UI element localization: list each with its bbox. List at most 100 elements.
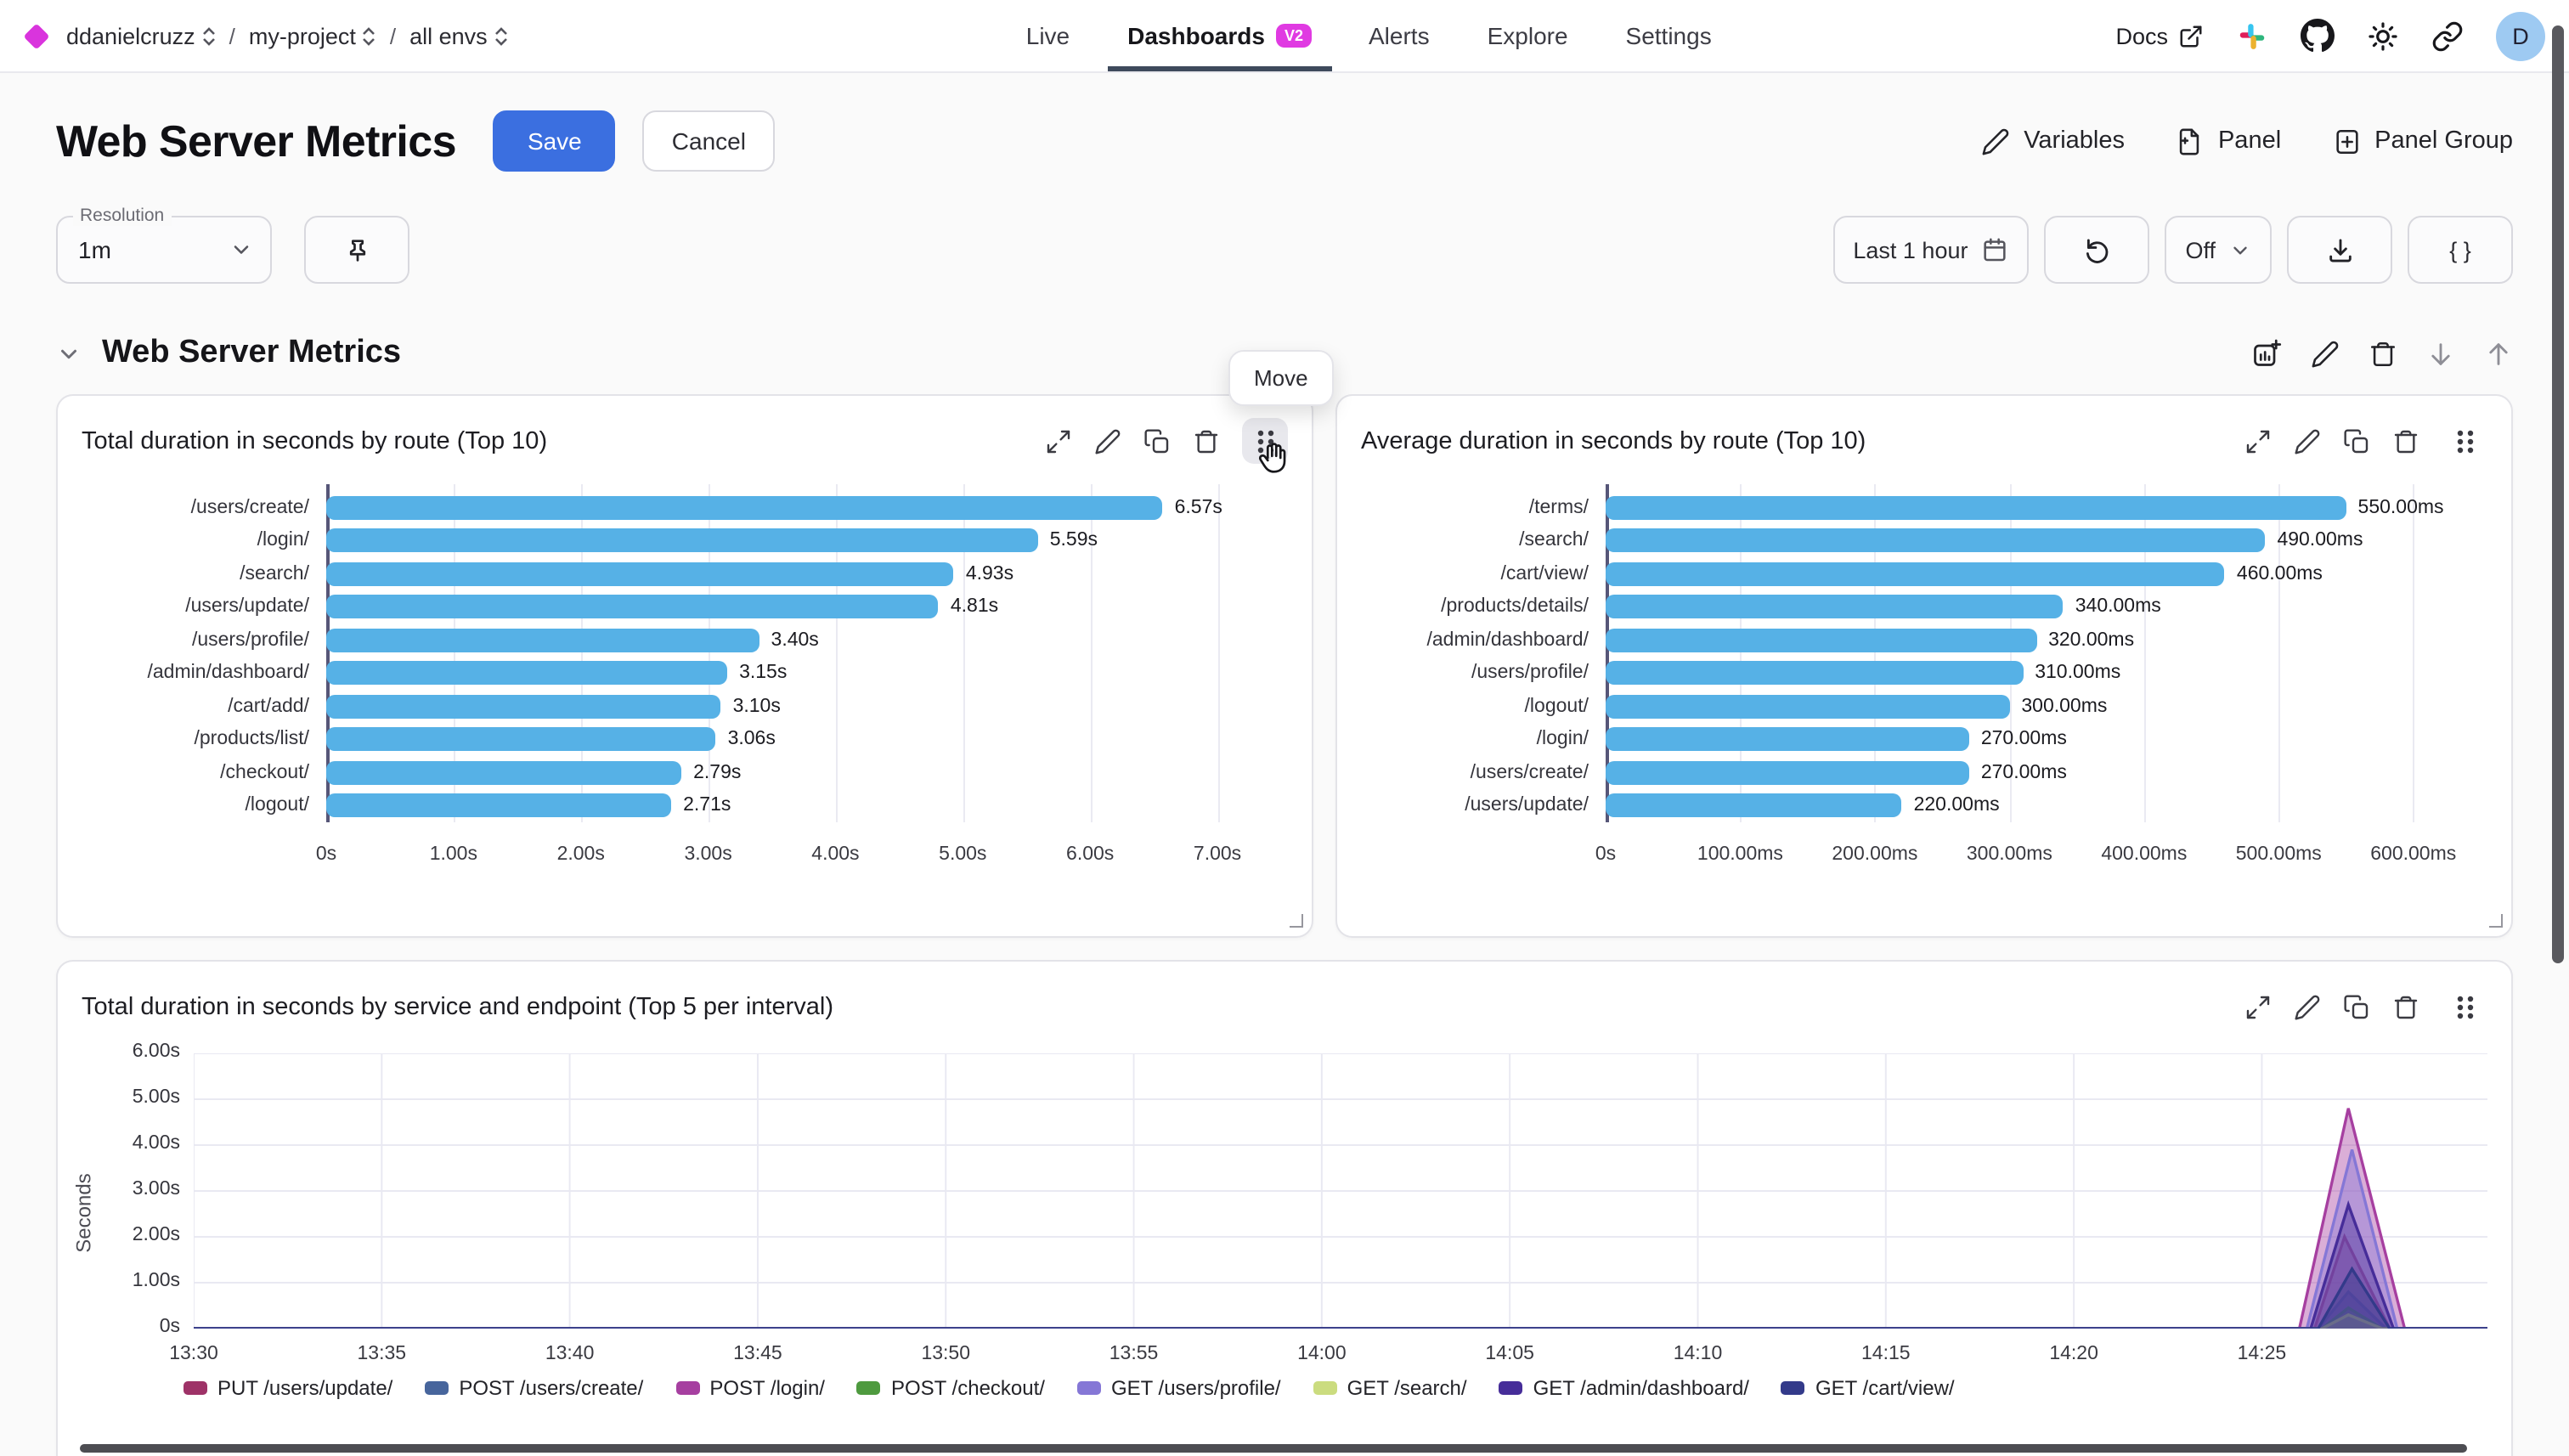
- expand-icon[interactable]: [2244, 427, 2272, 454]
- save-button[interactable]: Save: [494, 110, 616, 172]
- panel-header: Total duration in seconds by service and…: [58, 962, 2511, 1040]
- breadcrumb-env[interactable]: all envs: [409, 23, 508, 48]
- delete-icon[interactable]: [1193, 427, 1220, 454]
- x-axis: 0s100.00ms200.00ms300.00ms400.00ms500.00…: [1606, 822, 2481, 880]
- legend-item[interactable]: GET /search/: [1313, 1376, 1467, 1400]
- panel-row: Total duration in seconds by route (Top …: [0, 394, 2569, 938]
- legend-item[interactable]: POST /login/: [675, 1376, 825, 1400]
- download-button[interactable]: [2287, 216, 2392, 284]
- refresh-button[interactable]: [2044, 216, 2149, 284]
- chart-legend: PUT /users/update/POST /users/create/POS…: [184, 1376, 2511, 1400]
- delete-icon[interactable]: [2369, 339, 2397, 368]
- braces-label: { }: [2449, 237, 2471, 262]
- edit-icon[interactable]: [2294, 993, 2321, 1020]
- x-tick-label: 14:25: [2238, 1344, 2287, 1364]
- edit-icon[interactable]: [2294, 427, 2321, 454]
- breadcrumb-project-label: my-project: [249, 23, 356, 48]
- nav-label: Settings: [1626, 22, 1712, 49]
- user-avatar[interactable]: D: [2496, 11, 2545, 60]
- legend-item[interactable]: POST /users/create/: [425, 1376, 643, 1400]
- duplicate-icon[interactable]: [2343, 993, 2370, 1020]
- legend-item[interactable]: GET /cart/view/: [1781, 1376, 1955, 1400]
- legend-label: GET /admin/dashboard/: [1533, 1376, 1749, 1400]
- x-tick-label: 13:50: [921, 1344, 970, 1364]
- x-tick-label: 13:30: [169, 1344, 218, 1364]
- bar: [1606, 793, 1902, 817]
- time-controls: Last 1 hour Off { }: [1832, 216, 2513, 284]
- nav-tab-live[interactable]: Live: [1026, 0, 1070, 71]
- header-actions: Variables Panel Panel Group: [1981, 127, 2513, 155]
- move-down-icon[interactable]: [2426, 339, 2455, 368]
- file-plus-icon: [2176, 127, 2205, 155]
- drag-handle[interactable]: [2442, 418, 2487, 464]
- timeseries-chart: Seconds 0s1.00s2.00s3.00s4.00s5.00s6.00s…: [58, 1040, 2511, 1373]
- drag-handle[interactable]: [2442, 984, 2487, 1030]
- series-area: [194, 1292, 2487, 1329]
- pin-button[interactable]: [304, 216, 409, 284]
- duplicate-icon[interactable]: [1143, 427, 1171, 454]
- nav-tab-dashboards[interactable]: Dashboards V2: [1127, 0, 1311, 71]
- move-up-icon[interactable]: [2484, 339, 2513, 368]
- link-icon[interactable]: [2431, 20, 2464, 52]
- legend-swatch: [184, 1381, 207, 1395]
- add-chart-icon[interactable]: [2251, 338, 2282, 369]
- bar-track: 4.93s: [326, 557, 1281, 590]
- panel-resize-handle[interactable]: [2489, 914, 2503, 928]
- nav-tab-settings[interactable]: Settings: [1626, 0, 1712, 71]
- series-line: [194, 1315, 2487, 1329]
- expand-icon[interactable]: [1045, 427, 1072, 454]
- legend-item[interactable]: GET /users/profile/: [1077, 1376, 1281, 1400]
- edit-icon[interactable]: [2311, 339, 2340, 368]
- breadcrumb-org[interactable]: ddanielcruzz: [66, 23, 216, 48]
- controls-row: Resolution 1m Last 1 hour Off { }: [0, 216, 2569, 284]
- legend-item[interactable]: PUT /users/update/: [184, 1376, 392, 1400]
- brightness-icon[interactable]: [2367, 20, 2399, 52]
- legend-item[interactable]: GET /admin/dashboard/: [1499, 1376, 1749, 1400]
- legend-item[interactable]: POST /checkout/: [857, 1376, 1045, 1400]
- expand-icon[interactable]: [2244, 993, 2272, 1020]
- pencil-icon: [1981, 127, 2010, 155]
- chevron-down-icon[interactable]: [56, 341, 82, 366]
- bar-row: /products/details/340.00ms: [1351, 590, 2487, 624]
- delete-icon[interactable]: [2392, 427, 2419, 454]
- github-icon[interactable]: [2301, 19, 2335, 53]
- slack-icon[interactable]: [2236, 20, 2268, 52]
- docs-link[interactable]: Docs: [2115, 23, 2204, 48]
- horizontal-scrollbar[interactable]: [80, 1443, 2467, 1453]
- bar-row: /users/update/220.00ms: [1351, 789, 2487, 822]
- cancel-button[interactable]: Cancel: [643, 110, 775, 172]
- x-tick-label: 7.00s: [1194, 844, 1241, 865]
- time-range-button[interactable]: Last 1 hour: [1832, 216, 2029, 284]
- time-range-label: Last 1 hour: [1853, 237, 1968, 262]
- drag-handle[interactable]: [1242, 418, 1288, 464]
- duplicate-icon[interactable]: [2343, 427, 2370, 454]
- variables-label: Variables: [2024, 127, 2125, 155]
- variables-button[interactable]: Variables: [1981, 127, 2125, 155]
- breadcrumb-project[interactable]: my-project: [249, 23, 376, 48]
- bar-track: 320.00ms: [1606, 624, 2481, 657]
- breadcrumb-org-label: ddanielcruzz: [66, 23, 195, 48]
- resolution-select[interactable]: Resolution 1m: [56, 216, 272, 284]
- value-label: 3.40s: [771, 630, 819, 651]
- app-root: ddanielcruzz / my-project / all envs: [0, 0, 2569, 1456]
- bar-row: /login/270.00ms: [1351, 723, 2487, 756]
- series-area: [194, 1315, 2487, 1329]
- bar-row: /products/list/3.06s: [71, 723, 1288, 756]
- nav-tab-alerts[interactable]: Alerts: [1369, 0, 1430, 71]
- x-tick-label: 14:05: [1485, 1344, 1534, 1364]
- vertical-scrollbar[interactable]: [2552, 25, 2564, 963]
- add-panel-group-button[interactable]: Panel Group: [2332, 127, 2513, 155]
- panel-group-title: Web Server Metrics: [102, 335, 401, 372]
- edit-icon[interactable]: [1094, 427, 1121, 454]
- json-braces-button[interactable]: { }: [2408, 216, 2513, 284]
- bar-row: /terms/550.00ms: [1351, 491, 2487, 524]
- value-label: 3.10s: [733, 697, 781, 717]
- panel-group-label: Panel Group: [2374, 127, 2513, 155]
- bar-row: /cart/view/460.00ms: [1351, 557, 2487, 590]
- auto-refresh-select[interactable]: Off: [2165, 216, 2272, 284]
- v2-badge: V2: [1277, 24, 1311, 48]
- panel-resize-handle[interactable]: [1290, 914, 1303, 928]
- delete-icon[interactable]: [2392, 993, 2419, 1020]
- nav-tab-explore[interactable]: Explore: [1488, 0, 1568, 71]
- add-panel-button[interactable]: Panel: [2176, 127, 2281, 155]
